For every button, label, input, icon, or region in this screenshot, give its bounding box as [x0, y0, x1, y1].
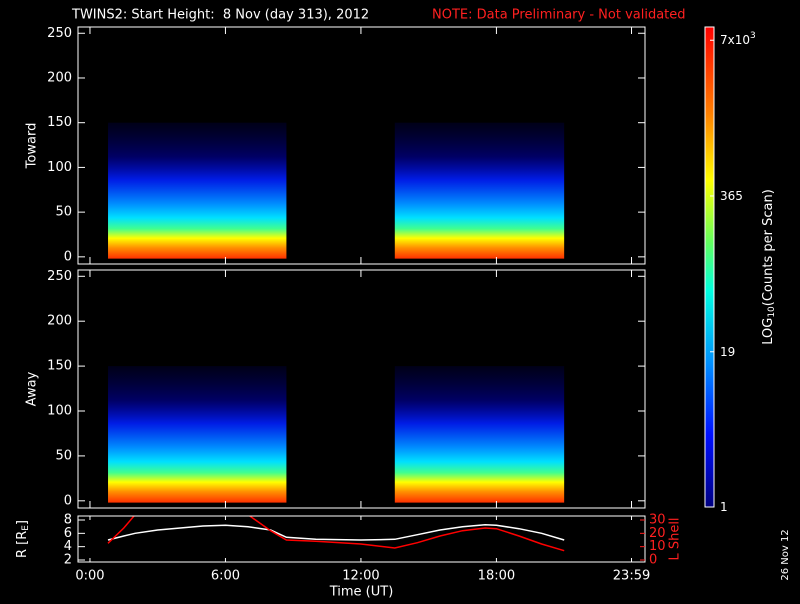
y-tick-label: 0: [64, 493, 72, 508]
label-part: 3: [750, 31, 756, 41]
x-tick-label: 18:00: [478, 569, 515, 584]
y-tick-label: 200: [47, 314, 72, 329]
plot-frame: [77, 515, 646, 563]
spectrogram-block: [108, 366, 287, 503]
y-tick-label: 4: [64, 539, 72, 554]
plot-frame: [77, 269, 646, 509]
y2-axis-label: L Shell: [668, 517, 683, 560]
date-stamp: 26 Nov 12: [780, 529, 791, 580]
colorbar-label: LOG10(Counts per Scan): [761, 189, 777, 345]
label-part: ]: [15, 520, 30, 525]
label-part: LOG: [761, 318, 776, 345]
label-part: (Counts per Scan): [761, 189, 776, 306]
y-tick-label: 50: [55, 448, 72, 463]
label-part: E: [21, 525, 31, 531]
note: NOTE: Data Preliminary - Not validated: [432, 8, 686, 23]
label-part: 10: [767, 306, 777, 318]
y-tick-label: 150: [47, 115, 72, 130]
y-tick-label: 50: [55, 205, 72, 220]
y-tick-label: 100: [47, 160, 72, 175]
spectrogram-block: [108, 122, 287, 259]
colorbar-tick-label: 1: [720, 500, 728, 514]
colorbar-tick-label: 19: [720, 344, 735, 358]
y2-tick-label: 0: [649, 553, 657, 568]
label-part: R [R: [15, 531, 30, 558]
spectrogram-block: [394, 122, 565, 259]
x-tick-label: 23:59: [613, 569, 650, 584]
label-part: 1: [720, 500, 728, 514]
y-axis-label: Toward: [25, 123, 40, 170]
colorbar-tick-label: 365: [720, 188, 743, 202]
y-tick-label: 200: [47, 70, 72, 85]
label-part: 19: [720, 344, 735, 358]
colorbar-tick-label: 7x103: [720, 31, 756, 47]
y-axis-label: Away: [25, 371, 40, 406]
y-tick-label: 0: [64, 249, 72, 264]
x-tick-label: 0:00: [75, 569, 104, 584]
spectrogram-block: [394, 366, 565, 503]
y2-tick-label: 10: [649, 539, 666, 554]
y-tick-label: 6: [64, 526, 72, 541]
y-tick-label: 250: [47, 26, 72, 41]
label-part: 7x10: [720, 33, 750, 47]
x-tick-label: 6:00: [211, 569, 240, 584]
y-axis-label: R [RE]: [15, 520, 31, 558]
y-tick-label: 150: [47, 359, 72, 374]
y-tick-label: 100: [47, 404, 72, 419]
label-part: 365: [720, 188, 743, 202]
x-axis-label: Time (UT): [329, 585, 394, 600]
y-tick-label: 2: [64, 553, 72, 568]
y2-tick-label: 20: [649, 526, 666, 541]
series-line: [107, 523, 565, 541]
y-tick-label: 8: [64, 513, 72, 528]
series-line: [107, 516, 135, 544]
title: TWINS2: Start Height: 8 Nov (day 313), 2…: [71, 8, 369, 23]
plot-frame: [77, 26, 646, 265]
y2-tick-label: 30: [649, 513, 666, 528]
x-tick-label: 12:00: [342, 569, 379, 584]
colorbar: [704, 26, 715, 508]
series-line: [248, 516, 565, 552]
y-tick-label: 250: [47, 269, 72, 284]
